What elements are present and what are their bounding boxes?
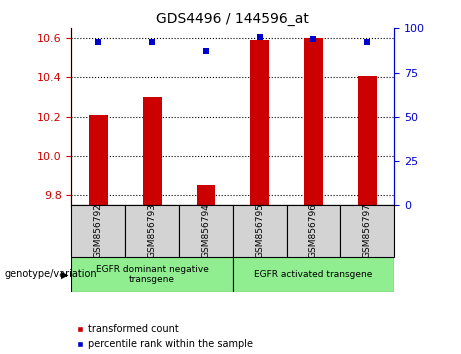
Bar	[89, 115, 108, 205]
Bar	[179, 205, 233, 257]
Text: GSM856794: GSM856794	[201, 204, 210, 258]
Text: genotype/variation: genotype/variation	[5, 269, 97, 279]
Bar	[250, 40, 269, 205]
Bar	[196, 185, 215, 205]
Bar	[125, 205, 179, 257]
Text: EGFR activated transgene: EGFR activated transgene	[254, 270, 372, 279]
Bar	[287, 205, 340, 257]
Bar	[71, 257, 233, 292]
Bar	[233, 205, 287, 257]
Bar	[304, 38, 323, 205]
Text: ▶: ▶	[61, 269, 68, 279]
Text: EGFR dominant negative
transgene: EGFR dominant negative transgene	[96, 265, 208, 284]
Bar	[233, 257, 394, 292]
Text: GSM856793: GSM856793	[148, 204, 157, 258]
Text: GSM856795: GSM856795	[255, 204, 264, 258]
Text: GSM856796: GSM856796	[309, 204, 318, 258]
Legend: transformed count, percentile rank within the sample: transformed count, percentile rank withi…	[77, 324, 253, 349]
Bar	[358, 75, 377, 205]
Bar	[340, 205, 394, 257]
Text: GSM856797: GSM856797	[363, 204, 372, 258]
Text: GSM856792: GSM856792	[94, 204, 103, 258]
Bar	[71, 205, 125, 257]
Bar	[143, 97, 161, 205]
Title: GDS4496 / 144596_at: GDS4496 / 144596_at	[156, 12, 309, 26]
